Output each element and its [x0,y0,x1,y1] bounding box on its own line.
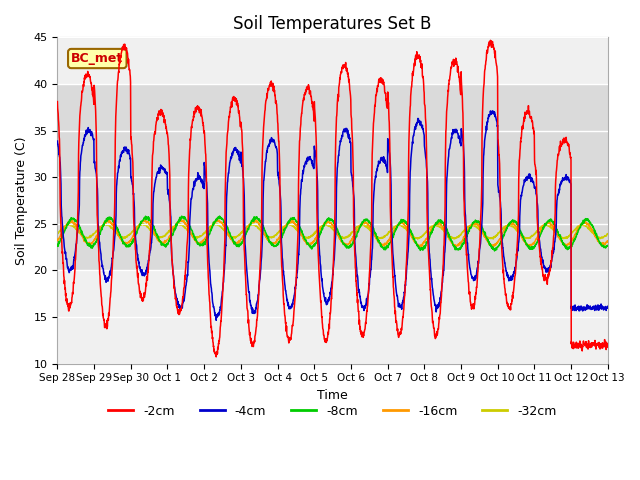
X-axis label: Time: Time [317,389,348,402]
Bar [58,84,608,270]
Title: Soil Temperatures Set B: Soil Temperatures Set B [234,15,432,33]
Legend: -2cm, -4cm, -8cm, -16cm, -32cm: -2cm, -4cm, -8cm, -16cm, -32cm [103,400,562,423]
Text: BC_met: BC_met [71,52,124,65]
Y-axis label: Soil Temperature (C): Soil Temperature (C) [15,136,28,265]
